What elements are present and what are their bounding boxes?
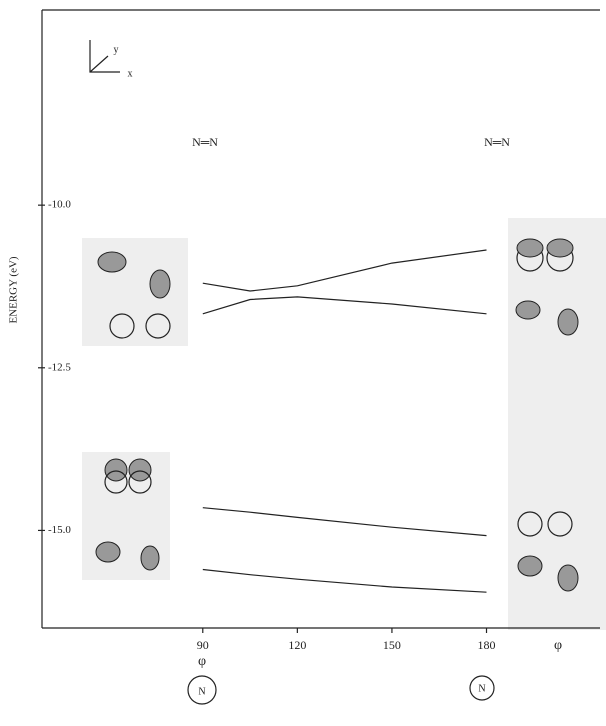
orbital-panel	[82, 238, 188, 346]
annotation: N═N	[192, 135, 218, 149]
x-tick-label: 120	[288, 638, 306, 652]
y-tick-label: -15.0	[48, 524, 71, 536]
orbital-sketches	[89, 40, 579, 705]
x-tick-label: 90	[197, 638, 209, 652]
energy-curve	[202, 249, 487, 292]
energy-curve	[202, 507, 487, 537]
x-tick-label: 150	[383, 638, 401, 652]
annotation: N═N	[484, 135, 510, 149]
annotation: y	[114, 44, 119, 55]
y-axis-label: ENERGY (eV)	[8, 256, 20, 323]
energy-curve	[202, 296, 487, 315]
energy-curve	[202, 568, 487, 593]
annotation: φ	[198, 654, 206, 669]
x-tick-label: 180	[478, 638, 496, 652]
annotation: N	[478, 683, 485, 694]
annotation: x	[128, 68, 133, 79]
x-axis-label: φ	[554, 638, 562, 653]
annotation: N	[198, 686, 205, 697]
y-tick-label: -10.0	[48, 199, 71, 211]
y-tick-label: -12.5	[48, 361, 71, 373]
